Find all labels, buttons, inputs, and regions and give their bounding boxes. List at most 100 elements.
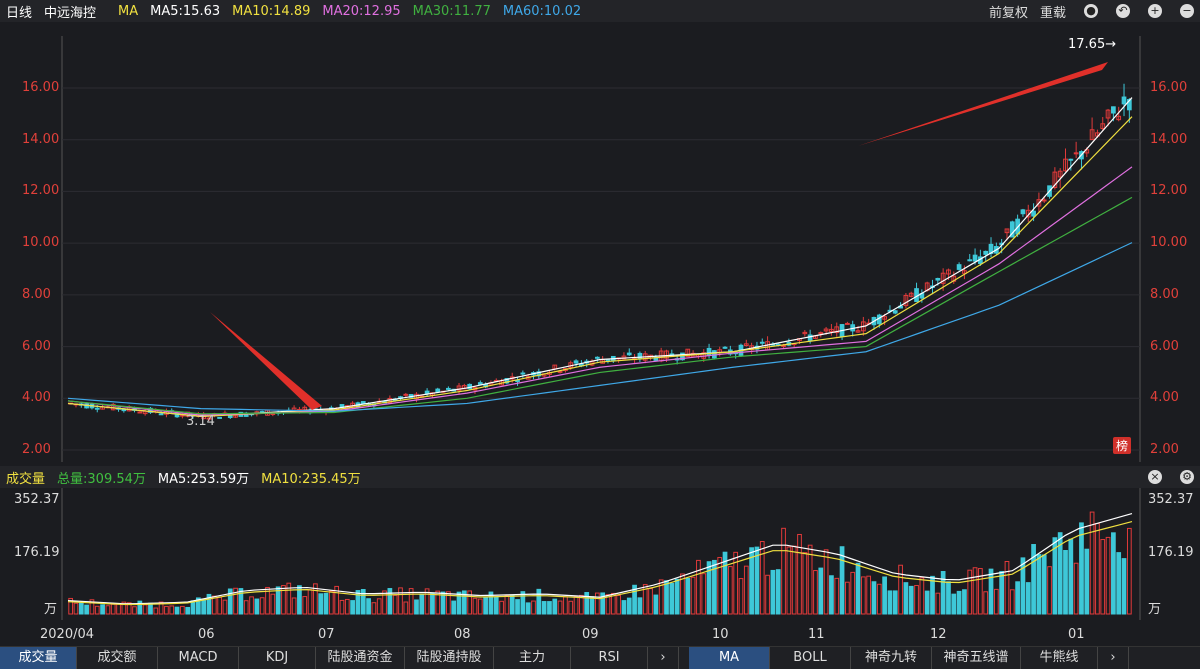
price-chart[interactable] [0, 22, 1200, 466]
candle-body [908, 292, 914, 297]
tab-right-2[interactable]: 神奇九转 [851, 647, 932, 669]
volume-bar [302, 596, 308, 615]
series-line-ma60 [67, 242, 1133, 412]
volume-bar [860, 576, 866, 615]
tab-right-4[interactable]: 牛熊线 [1021, 647, 1098, 669]
vol-tick-max-right: 352.37 [1148, 492, 1194, 507]
tab-0[interactable]: 成交量 [0, 647, 77, 669]
volume-bar [158, 601, 164, 615]
candle-body [935, 277, 941, 281]
volume-bar [84, 604, 89, 615]
volume-bar [265, 586, 270, 615]
fuquan-button[interactable]: 前复权 [988, 5, 1028, 21]
volume-bar [605, 594, 611, 615]
arrow-annotation-high [858, 62, 1108, 146]
candle-body [217, 416, 222, 419]
period-label[interactable]: 日线 [6, 5, 33, 21]
volume-bar [770, 569, 776, 615]
volume-bar [579, 594, 584, 615]
volume-bar [499, 600, 504, 615]
chevron-right-icon-2[interactable]: › [1098, 647, 1129, 669]
candle-body [903, 294, 909, 307]
lock-icon[interactable]: ● [1084, 4, 1098, 18]
volume-bar [892, 590, 898, 615]
volume-bar [254, 598, 260, 615]
volume-bar [201, 598, 207, 615]
arrow-annotation-low [210, 312, 322, 410]
volume-bar [451, 600, 457, 615]
tab-6[interactable]: 主力 [494, 647, 571, 669]
volume-bar [281, 585, 286, 615]
candle-body [573, 360, 579, 364]
volume-bar [967, 569, 973, 615]
ma5-value: MA5:15.63 [150, 3, 221, 19]
zoom-out-icon[interactable]: − [1180, 4, 1194, 18]
price-tick-right: 8.00 [1150, 286, 1179, 302]
volume-bar [834, 577, 840, 615]
x-tick-label: 10 [712, 627, 729, 642]
candle-body [403, 393, 409, 396]
x-tick-label: 01 [1068, 627, 1085, 642]
volume-bar [818, 567, 824, 615]
volume-bar [408, 588, 414, 615]
volume-bar [754, 546, 760, 615]
volume-bar [552, 598, 558, 615]
ma-label[interactable]: MA [118, 3, 139, 19]
reload-button[interactable]: 重载 [1039, 5, 1066, 21]
volume-bar [148, 602, 153, 615]
tab-7[interactable]: RSI [571, 647, 648, 669]
candle-body [1057, 170, 1063, 178]
tab-1[interactable]: 成交额 [77, 647, 158, 669]
price-tick-right: 4.00 [1150, 390, 1179, 406]
price-tick-left: 10.00 [22, 235, 60, 251]
volume-bar [350, 600, 355, 615]
volume-bar [504, 595, 510, 615]
volume-bar [946, 581, 951, 615]
candle-body [685, 348, 691, 357]
volume-bar [568, 600, 574, 615]
volume-bar [446, 591, 451, 615]
volume-indicator-bar: 成交量 总量:309.54万 MA5:253.59万 MA10:235.45万 … [0, 466, 1200, 488]
volume-bar [738, 578, 744, 615]
candle-body [972, 254, 978, 262]
close-icon[interactable]: × [1148, 470, 1162, 484]
ma30-value: MA30:11.77 [412, 3, 491, 19]
zoom-in-icon[interactable]: + [1148, 4, 1162, 18]
tab-3[interactable]: KDJ [239, 647, 316, 669]
volume-bar [743, 565, 749, 615]
x-tick-label: 06 [198, 627, 215, 642]
rank-badge[interactable]: 榜 [1113, 437, 1132, 454]
volume-chart[interactable] [0, 488, 1200, 622]
x-tick-label: 12 [930, 627, 947, 642]
vol-tick-unit-right: 万 [1148, 602, 1162, 617]
tab-right-0[interactable]: MA [689, 647, 770, 669]
settings-icon[interactable]: ⚙ [1180, 470, 1194, 484]
candle-body [435, 388, 441, 393]
series-line-ma30 [67, 196, 1133, 415]
volume-bar [153, 607, 159, 615]
candle-body [233, 414, 238, 418]
volume-bar [515, 599, 520, 615]
candle-body [845, 322, 850, 325]
vol-tick-mid-right: 176.19 [1148, 545, 1194, 560]
tab-right-1[interactable]: BOLL [770, 647, 851, 669]
volume-bar [930, 575, 935, 615]
volume-bar [387, 588, 393, 615]
chevron-right-icon[interactable]: › [648, 647, 679, 669]
candle-body [594, 356, 600, 359]
volume-bar [1015, 581, 1020, 615]
volume-bar [765, 574, 770, 615]
volume-bar [78, 602, 84, 615]
undo-icon[interactable]: ↶ [1116, 4, 1130, 18]
tab-4[interactable]: 陆股通资金 [316, 647, 405, 669]
volume-bar [1116, 552, 1122, 615]
volume-bar [962, 589, 967, 615]
volume-bar [398, 587, 403, 615]
volume-bar [632, 584, 637, 615]
volume-bar [137, 600, 143, 615]
tab-right-3[interactable]: 神奇五线谱 [932, 647, 1021, 669]
candle-body [504, 377, 510, 384]
tab-2[interactable]: MACD [158, 647, 239, 669]
tab-5[interactable]: 陆股通持股 [405, 647, 494, 669]
volume-bar [126, 602, 132, 615]
